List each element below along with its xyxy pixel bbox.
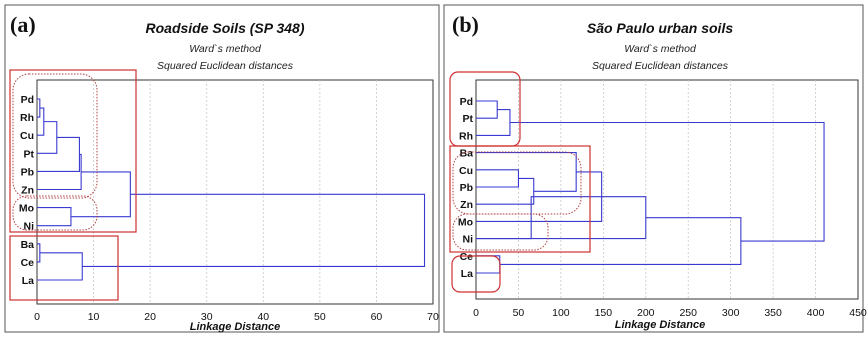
leaf-label-b-zn: Zn — [460, 199, 473, 211]
cluster-box-a-group-1 — [9, 69, 137, 233]
panel-b-x-axis-title: Linkage Distance — [615, 319, 705, 331]
merge-b-m3 — [476, 169, 519, 188]
merge-b-m11 — [509, 121, 825, 242]
panel-a-tick-labels: 0 10 20 30 40 50 60 70 — [34, 311, 439, 323]
x-tick-b-300: 300 — [722, 307, 740, 319]
panel-b-leaf-labels: Pd Pt Rh Ba Cu Pb Zn Mo Ni Ce La — [458, 96, 474, 280]
cluster-box-b-group-2 — [449, 145, 591, 253]
panel-b-plot-area — [475, 79, 859, 300]
leaf-label-b-pt: Pt — [463, 113, 474, 125]
cluster-box-b-group-3 — [451, 255, 501, 293]
leaf-label-b-ce: Ce — [460, 251, 474, 263]
panel-a-gridlines — [93, 80, 377, 304]
panel-b: (b) São Paulo urban soils Ward`s method … — [443, 4, 867, 333]
x-tick-a-30: 30 — [201, 311, 213, 323]
panel-b-subtitle-method: Ward`s method — [624, 43, 697, 55]
leaf-label-b-ni: Ni — [463, 234, 474, 246]
leaf-label-a-rh: Rh — [20, 112, 34, 124]
panel-b-border — [443, 4, 864, 333]
panel-a-dendrogram — [37, 98, 426, 281]
panel-a-leaf-labels: Pd Rh Cu Pt Pb Zn Mo Ni Ba Ce La — [19, 94, 35, 287]
leaf-label-b-cu: Cu — [459, 165, 473, 177]
x-tick-b-250: 250 — [679, 307, 697, 319]
merge-a-m10 — [82, 193, 426, 267]
x-tick-a-50: 50 — [314, 311, 326, 323]
panel-a-title: Roadside Soils (SP 348) — [146, 20, 305, 36]
merge-b-m4 — [476, 177, 535, 205]
leaf-label-a-pb: Pb — [21, 166, 34, 178]
panel-a-subtitle-method: Ward`s method — [189, 43, 262, 55]
panel-b-gridlines — [518, 80, 816, 299]
x-tick-a-60: 60 — [371, 311, 383, 323]
x-tick-a-20: 20 — [144, 311, 156, 323]
panel-b-cluster-boxes — [449, 71, 591, 293]
merge-b-m10 — [499, 217, 742, 265]
panel-a-cluster-boxes — [9, 69, 137, 301]
panel-a-border — [4, 4, 440, 333]
x-tick-a-10: 10 — [88, 311, 100, 323]
cluster-outline-b-group-2 — [452, 213, 549, 251]
leaf-label-a-zn: Zn — [21, 185, 34, 197]
merge-a-m5 — [37, 153, 82, 191]
cluster-box-a-group-2 — [9, 235, 119, 301]
panel-b-tick-labels: 0 50 100 150 200 250 300 350 400 450 — [473, 307, 867, 319]
panel-a-x-axis-title: Linkage Distance — [190, 321, 280, 333]
merge-a-m9 — [37, 252, 83, 281]
x-tick-b-450: 450 — [849, 307, 867, 319]
cluster-outline-a-group-2 — [12, 195, 98, 231]
panel-b-letter: (b) — [452, 12, 479, 37]
leaf-label-a-mo: Mo — [19, 203, 34, 215]
x-tick-b-0: 0 — [473, 307, 479, 319]
x-tick-b-200: 200 — [637, 307, 655, 319]
panel-b-dendrogram — [476, 100, 825, 274]
leaf-label-a-ce: Ce — [21, 257, 35, 269]
leaf-label-a-ni: Ni — [24, 221, 35, 233]
x-tick-a-40: 40 — [257, 311, 269, 323]
cluster-outline-a-group-1 — [12, 73, 98, 199]
panel-a-plot-area — [36, 79, 434, 305]
x-tick-b-400: 400 — [807, 307, 825, 319]
leaf-label-a-pt: Pt — [24, 148, 35, 160]
leaf-label-b-la: La — [461, 268, 473, 280]
leaf-label-a-cu: Cu — [20, 130, 34, 142]
panel-b-subtitle-distance: Squared Euclidean distances — [592, 60, 729, 72]
cluster-outline-b-group-1 — [452, 151, 582, 215]
leaf-label-b-rh: Rh — [459, 130, 473, 142]
panel-a: (a) Roadside Soils (SP 348) Ward`s metho… — [4, 4, 440, 333]
leaf-label-a-ba: Ba — [21, 239, 35, 251]
x-tick-b-100: 100 — [552, 307, 570, 319]
leaf-label-b-ba: Ba — [460, 148, 474, 160]
panel-a-subtitle-distance: Squared Euclidean distances — [157, 60, 294, 72]
leaf-label-b-mo: Mo — [458, 216, 473, 228]
x-tick-b-50: 50 — [513, 307, 525, 319]
merge-b-m1 — [476, 100, 498, 119]
panel-b-title: São Paulo urban soils — [587, 20, 733, 36]
leaf-label-a-pd: Pd — [21, 94, 34, 106]
panel-a-letter: (a) — [10, 12, 36, 37]
x-tick-b-150: 150 — [595, 307, 613, 319]
leaf-label-b-pd: Pd — [460, 96, 473, 108]
x-tick-b-350: 350 — [764, 307, 782, 319]
leaf-label-a-la: La — [22, 275, 34, 287]
x-tick-a-70: 70 — [427, 311, 439, 323]
x-tick-a-0: 0 — [34, 311, 40, 323]
leaf-label-b-pb: Pb — [460, 182, 473, 194]
